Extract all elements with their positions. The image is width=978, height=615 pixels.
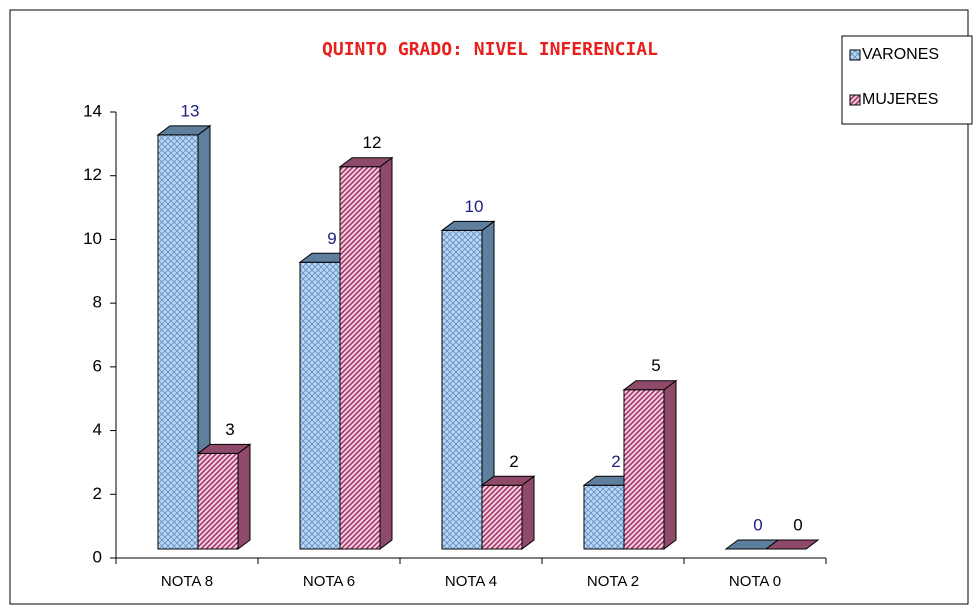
bar-top [196, 443, 252, 454]
legend-label: VARONES [862, 46, 939, 63]
bar-top [480, 475, 536, 486]
y-tick-label: 2 [93, 484, 102, 503]
y-tick-label: 10 [83, 229, 102, 248]
bar-side [663, 379, 677, 550]
bar [583, 484, 625, 550]
bar-side [379, 156, 393, 550]
value-label: 13 [181, 101, 200, 120]
value-label: 12 [363, 133, 382, 152]
bar [441, 229, 483, 550]
bar [623, 389, 665, 550]
y-tick-label: 4 [93, 420, 102, 439]
y-tick-label: 8 [93, 293, 102, 312]
x-tick-label: NOTA 6 [303, 573, 355, 590]
bar-top [622, 380, 678, 391]
value-label: 2 [611, 452, 620, 471]
bar-side [237, 443, 251, 550]
value-label: 9 [327, 229, 336, 248]
value-label: 10 [465, 197, 484, 216]
y-tick-label: 6 [93, 356, 102, 375]
y-tick-label: 12 [83, 165, 102, 184]
value-label: 5 [651, 356, 660, 375]
x-tick-label: NOTA 0 [729, 573, 781, 590]
y-tick-label: 0 [93, 547, 102, 566]
x-tick-label: NOTA 8 [161, 573, 213, 590]
chart-title: QUINTO GRADO: NIVEL INFERENCIAL [322, 39, 658, 60]
x-tick-label: NOTA 4 [445, 573, 497, 590]
bar-top [440, 220, 496, 231]
value-label: 0 [753, 515, 762, 534]
value-label: 3 [225, 420, 234, 439]
bar-top [764, 539, 820, 550]
bar [339, 166, 381, 550]
bar-top [156, 125, 212, 136]
legend-swatch [849, 49, 861, 61]
y-tick-label: 14 [83, 101, 102, 120]
bar-top [338, 157, 394, 168]
legend-swatch [849, 94, 861, 106]
legend-label: MUJERES [862, 91, 938, 108]
bar [197, 452, 239, 550]
bar [481, 484, 523, 550]
value-label: 2 [509, 452, 518, 471]
x-tick-label: NOTA 2 [587, 573, 639, 590]
value-label: 0 [793, 515, 802, 534]
bar [157, 134, 199, 550]
legend [841, 35, 973, 125]
bar [299, 261, 341, 550]
bar-side [521, 475, 535, 550]
